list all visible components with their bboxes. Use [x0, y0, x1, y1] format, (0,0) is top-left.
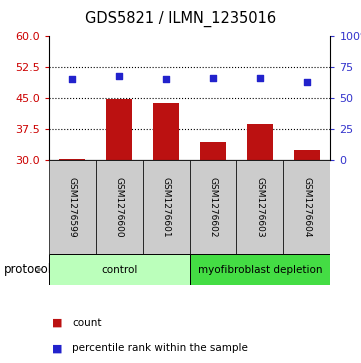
Bar: [49, 160, 96, 254]
Bar: [153, 102, 179, 160]
Text: GSM1276601: GSM1276601: [162, 176, 170, 237]
Bar: [190, 254, 330, 285]
Text: protocol: protocol: [4, 263, 52, 276]
Text: control: control: [101, 265, 137, 274]
Bar: [236, 160, 283, 254]
Point: [210, 75, 216, 81]
Bar: [294, 150, 320, 160]
Text: GSM1276600: GSM1276600: [115, 176, 123, 237]
Bar: [200, 142, 226, 160]
Bar: [59, 159, 85, 160]
Bar: [96, 160, 143, 254]
Text: GSM1276604: GSM1276604: [303, 177, 311, 237]
Text: GDS5821 / ILMN_1235016: GDS5821 / ILMN_1235016: [85, 11, 276, 27]
Text: GSM1276602: GSM1276602: [209, 177, 217, 237]
Point: [163, 76, 169, 82]
Text: ■: ■: [52, 343, 63, 354]
Text: myofibroblast depletion: myofibroblast depletion: [198, 265, 322, 274]
Point: [304, 79, 310, 85]
Point: [116, 73, 122, 78]
Bar: [106, 99, 132, 160]
Bar: [247, 123, 273, 160]
Bar: [190, 160, 236, 254]
Bar: [143, 160, 190, 254]
Point: [69, 77, 75, 82]
Text: count: count: [72, 318, 102, 328]
Bar: [49, 254, 190, 285]
Text: GSM1276603: GSM1276603: [256, 176, 264, 237]
Point: [257, 75, 263, 81]
Text: ■: ■: [52, 318, 63, 328]
Text: percentile rank within the sample: percentile rank within the sample: [72, 343, 248, 354]
Bar: [283, 160, 330, 254]
Text: GSM1276599: GSM1276599: [68, 176, 77, 237]
